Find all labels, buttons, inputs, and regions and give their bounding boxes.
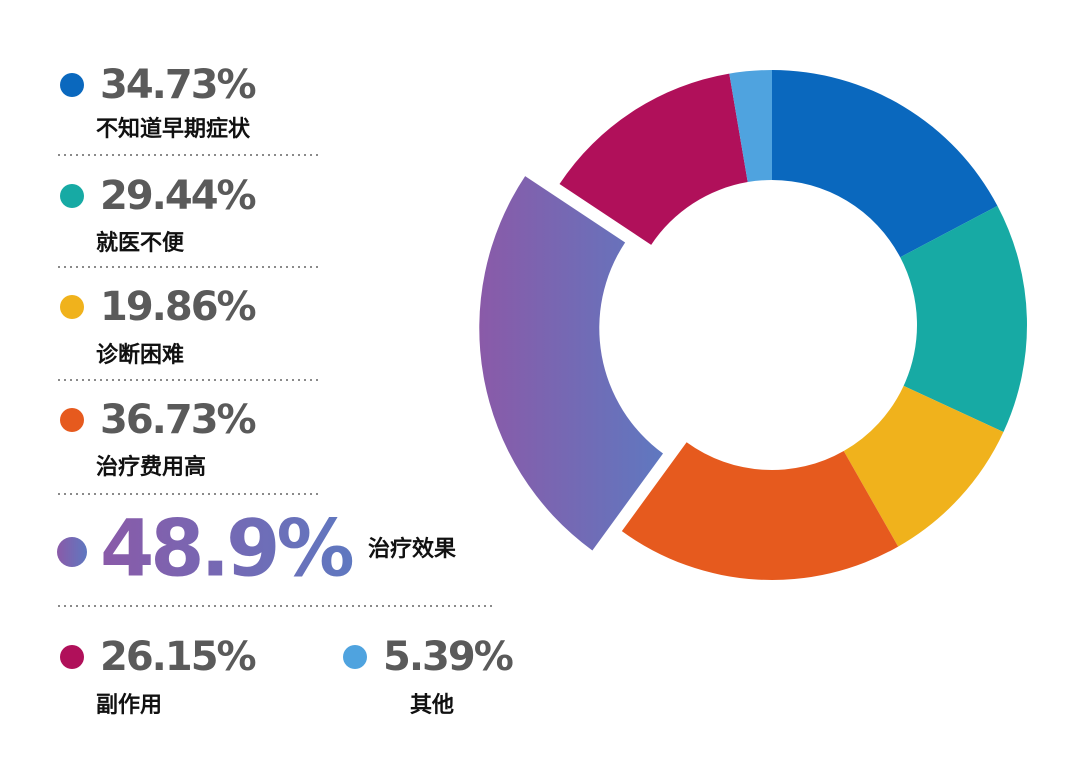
donut-slice: [479, 176, 664, 551]
value-label: 19.86%: [100, 284, 256, 330]
legend-marker: [60, 184, 84, 208]
legend-marker: [60, 645, 84, 669]
legend-marker: [60, 295, 84, 319]
legend-label: 副作用: [96, 693, 162, 718]
legend-marker: [57, 537, 87, 567]
donut-slice: [772, 70, 998, 258]
legend-marker: [60, 408, 84, 432]
value-label: 26.15%: [100, 634, 256, 680]
legend-marker: [60, 73, 84, 97]
legend-label: 治疗效果: [368, 536, 456, 562]
value-label: 29.44%: [100, 173, 256, 219]
donut-slice: [621, 442, 899, 580]
legend-label: 就医不便: [96, 230, 185, 256]
legend-label: 治疗费用高: [96, 454, 206, 480]
donut-slice: [900, 205, 1027, 433]
donut-slice: [559, 73, 748, 245]
value-label: 48.9%: [100, 504, 352, 594]
legend-label: 其他: [410, 693, 454, 718]
legend-marker: [343, 645, 367, 669]
legend-label: 诊断困难: [96, 342, 184, 368]
legend-label: 不知道早期症状: [96, 116, 251, 142]
donut-slice: [843, 385, 1004, 547]
donut-slice: [729, 70, 772, 183]
value-label: 34.73%: [100, 62, 256, 108]
value-label: 36.73%: [100, 397, 256, 443]
value-label: 5.39%: [383, 634, 513, 680]
